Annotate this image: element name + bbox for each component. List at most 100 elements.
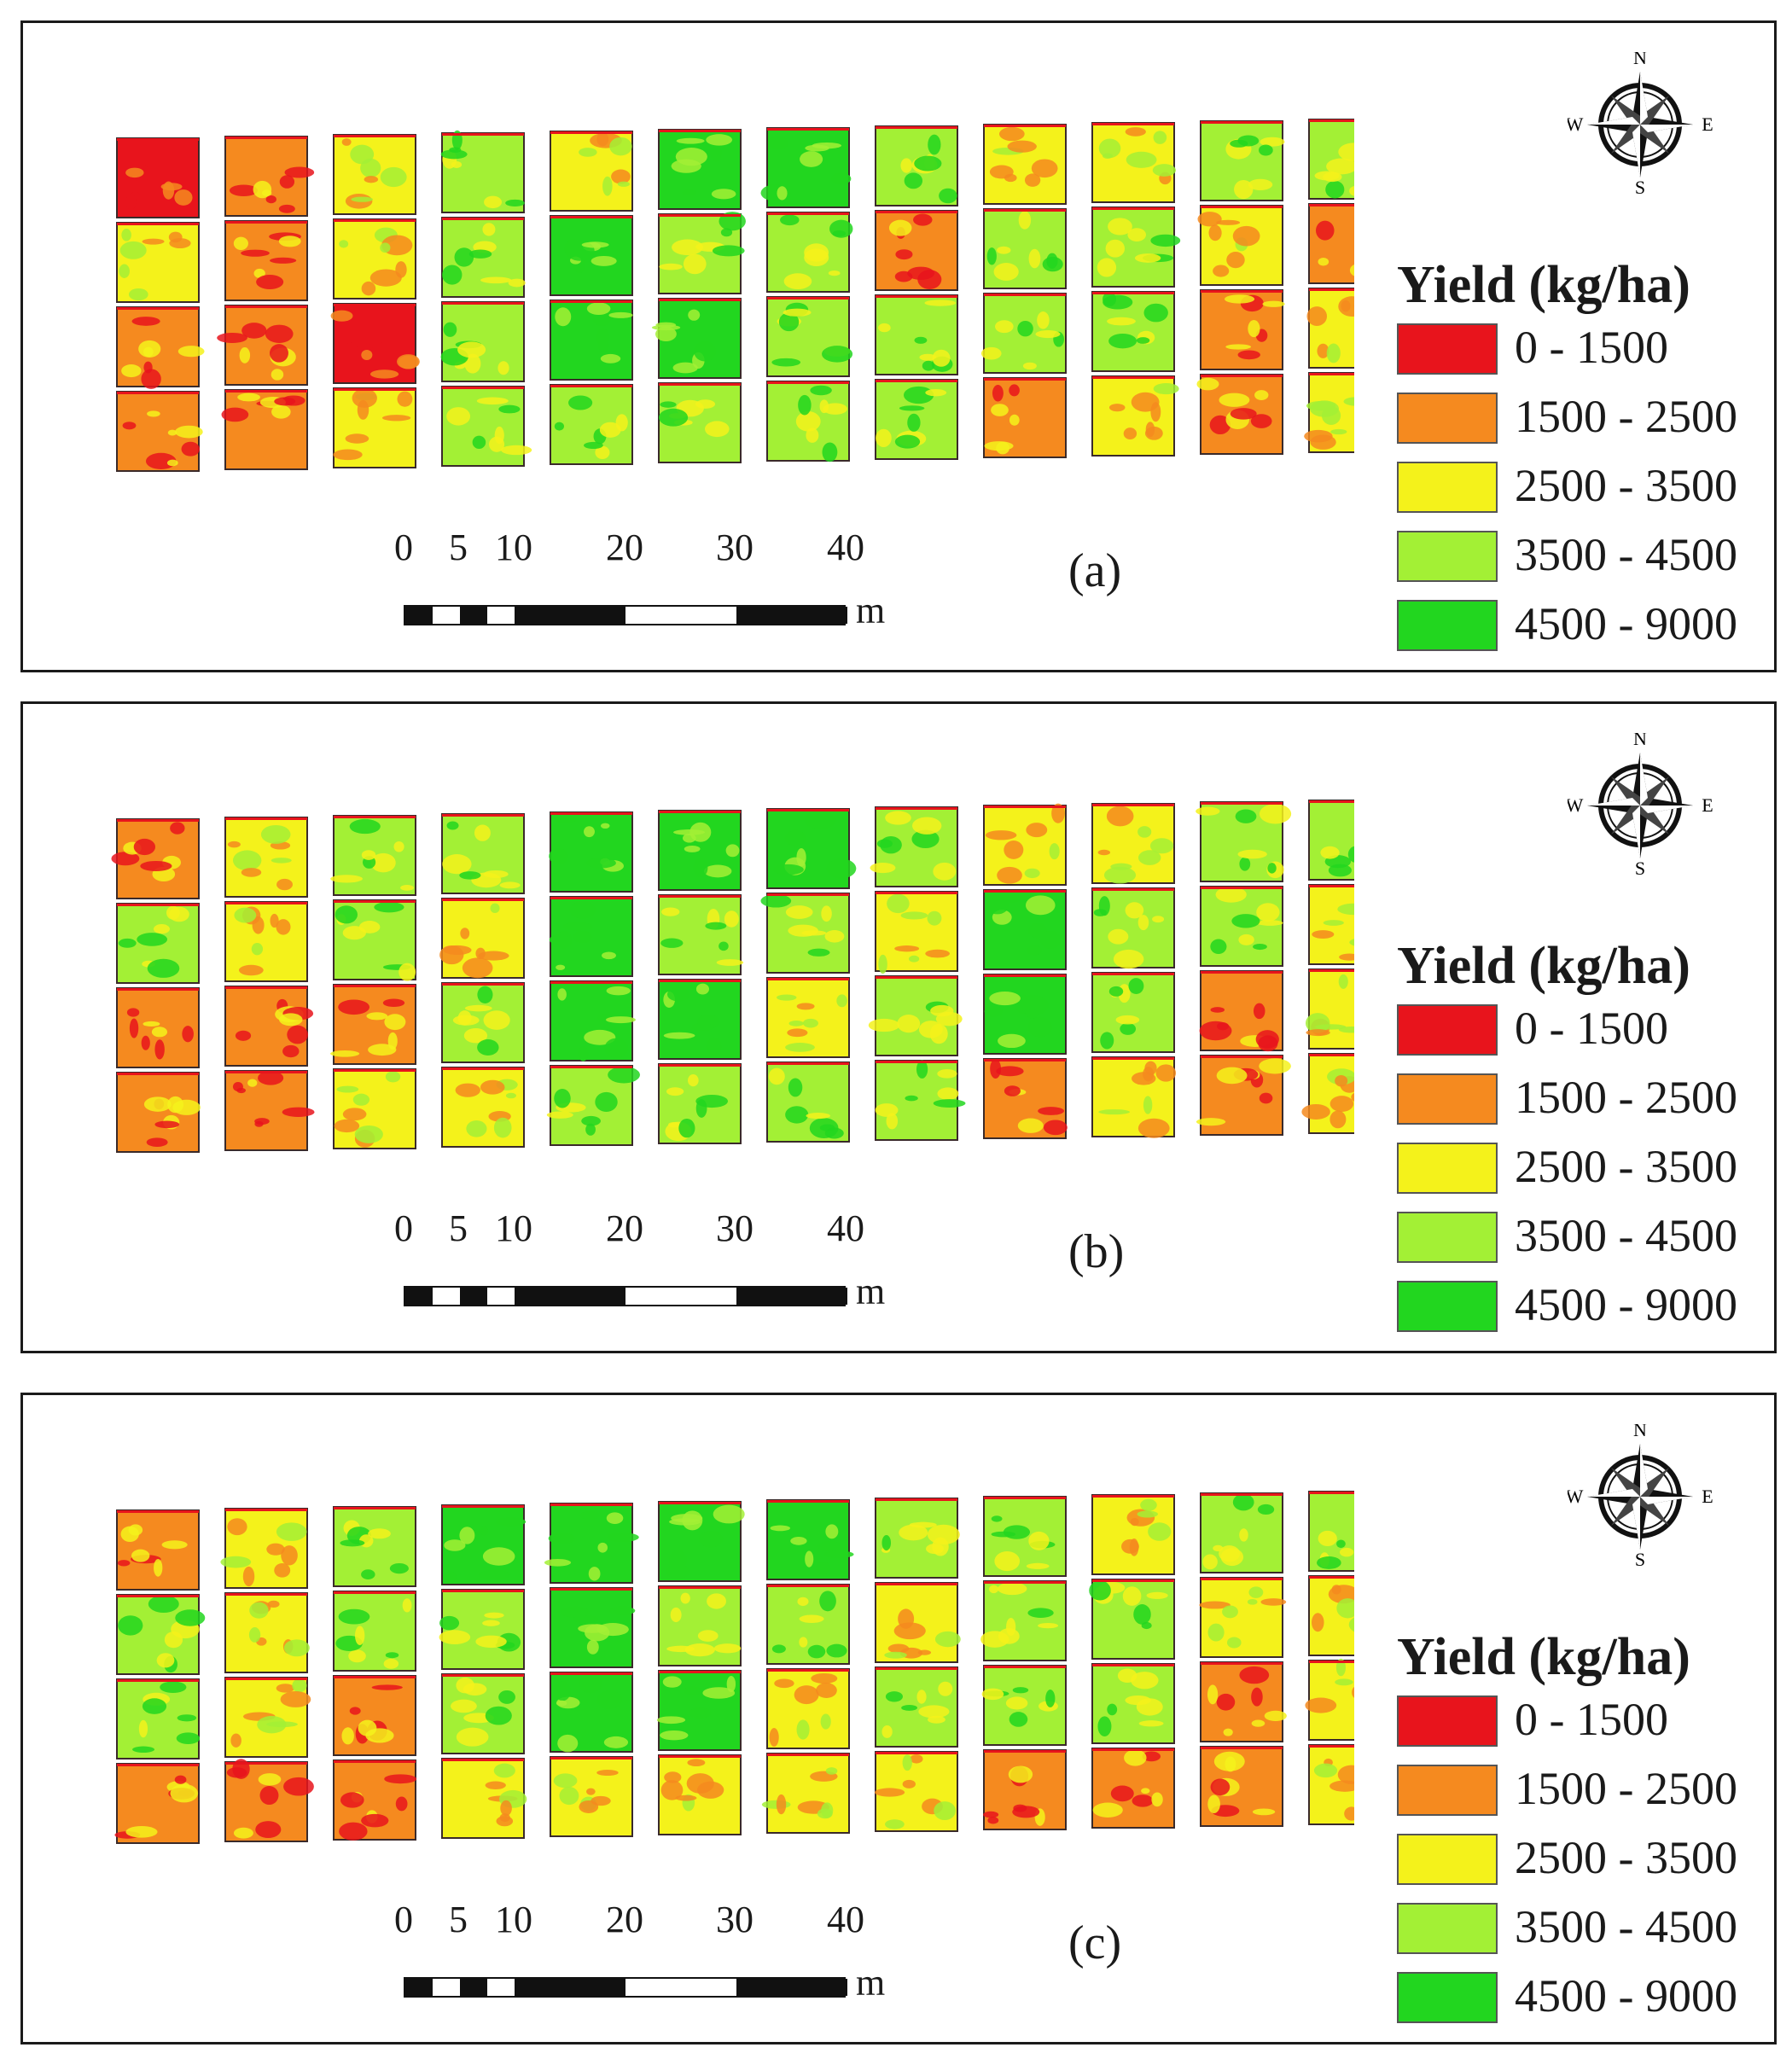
- compass-label: W: [1568, 794, 1584, 816]
- plot-cell: [549, 896, 633, 977]
- compass-label: N: [1633, 52, 1647, 68]
- scale-bar-segment: [460, 1979, 487, 1996]
- plot-cell: [1304, 372, 1354, 453]
- scale-bar-segment: [487, 607, 515, 624]
- scale-tick-label: 20: [606, 1207, 643, 1249]
- scale-bar-segment: [625, 1979, 736, 1996]
- legend-item: 4500 - 9000: [1371, 1963, 1764, 2033]
- plot-cell: [224, 1592, 310, 1673]
- legend-label: 2500 - 3500: [1515, 1141, 1737, 1192]
- plot-cell: [546, 1065, 640, 1146]
- plot-cell: [658, 810, 742, 891]
- plot-cell: [875, 125, 958, 206]
- plot-cell: [1308, 119, 1354, 200]
- plot-cell: [550, 300, 633, 381]
- north-arrow-compass-icon: N S E W: [1568, 52, 1713, 197]
- plot-cell: [980, 1580, 1067, 1661]
- plot-cell: [221, 389, 308, 470]
- scale-unit: m: [856, 1962, 886, 2004]
- plot-cell: [441, 982, 525, 1063]
- plot-cell: [333, 1591, 416, 1672]
- legend-label: 1500 - 2500: [1515, 1763, 1737, 1814]
- legend-item: 4500 - 9000: [1371, 591, 1764, 660]
- plot-cell: [1306, 288, 1354, 369]
- legend-item: 0 - 1500: [1371, 315, 1764, 384]
- plot-cell: [330, 303, 420, 384]
- scale-bar-segment: [736, 1288, 847, 1305]
- plot-cell: [875, 210, 958, 291]
- plot-cell: [1091, 206, 1181, 288]
- scale-bar-segment: [736, 1979, 847, 1996]
- plot-cell: [1091, 291, 1175, 372]
- legend-item: 3500 - 4500: [1371, 522, 1764, 591]
- scale-tick-label: 0: [394, 1899, 413, 1940]
- panel-label: (a): [1068, 544, 1122, 597]
- compass-label: S: [1635, 177, 1645, 197]
- legend-item: 4500 - 9000: [1371, 1272, 1764, 1341]
- plot-cell: [1200, 120, 1285, 201]
- plot-cell: [983, 1496, 1067, 1577]
- plot-cell: [116, 391, 203, 472]
- scale-tick-label: 30: [716, 526, 753, 568]
- scale-bar: 0 5 10 20 30 40 m: [381, 1207, 911, 1312]
- plot-cell: [766, 1584, 850, 1665]
- scale-bar-segment: [736, 607, 847, 624]
- legend-label: 3500 - 4500: [1515, 1901, 1737, 1952]
- plot-cell: [439, 898, 525, 979]
- legend-label: 2500 - 3500: [1515, 1832, 1737, 1883]
- plot-cell: [658, 382, 742, 463]
- plot-cell: [766, 1499, 854, 1580]
- plot-cell: [868, 975, 963, 1056]
- plot-cell: [441, 386, 532, 467]
- plot-cell: [983, 974, 1067, 1055]
- scale-tick-label: 30: [716, 1899, 753, 1940]
- plot-cell: [550, 980, 636, 1061]
- scale-tick-label: 30: [716, 1207, 753, 1249]
- plot-cell: [441, 1673, 525, 1754]
- plot-cell: [983, 208, 1067, 289]
- scale-tick-label: 40: [827, 1899, 864, 1940]
- plot-cell: [1305, 1658, 1354, 1741]
- scale-bar-segment: [433, 1288, 460, 1305]
- compass-label: E: [1702, 1486, 1713, 1507]
- plot-cell: [224, 817, 308, 898]
- scale-bar-segment: [625, 607, 736, 624]
- legend: Yield (kg/ha) 0 - 1500 1500 - 2500 2500 - …: [1371, 936, 1764, 1341]
- plot-cell: [874, 1751, 958, 1832]
- panel-label: (b): [1068, 1225, 1125, 1278]
- plot-cell: [116, 987, 200, 1068]
- plot-cell: [766, 1061, 850, 1143]
- plot-cell: [1308, 1575, 1354, 1656]
- legend-label: 2500 - 3500: [1515, 460, 1737, 511]
- scale-tick-label: 20: [606, 526, 643, 568]
- panel-label: (c): [1068, 1916, 1122, 1969]
- legend-label: 0 - 1500: [1515, 1694, 1668, 1745]
- compass-label: W: [1568, 113, 1584, 135]
- plot-cell: [983, 1058, 1068, 1139]
- legend-item: 0 - 1500: [1371, 1687, 1764, 1756]
- plot-cell: [766, 296, 853, 377]
- plot-cell: [760, 127, 852, 208]
- plot-grid: [114, 1491, 1354, 1844]
- plot-cell: [875, 891, 958, 974]
- plot-cell: [1308, 884, 1354, 965]
- legend-swatch: [1397, 393, 1498, 444]
- plot-cell: [1196, 801, 1292, 882]
- scale-bar: 0 5 10 20 30 40 m: [381, 526, 911, 631]
- plot-cell: [550, 1756, 633, 1837]
- legend-swatch: [1397, 1972, 1498, 2023]
- plot-cell: [1196, 1055, 1291, 1136]
- plot-cell: [116, 137, 200, 218]
- compass-label: S: [1635, 1549, 1645, 1569]
- plot-cell: [875, 379, 958, 460]
- plot-cell: [1308, 800, 1354, 881]
- plot-cell: [114, 1763, 200, 1844]
- plot-cell: [550, 131, 633, 212]
- plot-cell: [220, 1508, 308, 1589]
- plot-cell: [875, 1498, 960, 1579]
- plot-cell: [1305, 968, 1354, 1050]
- plot-cell: [760, 893, 850, 974]
- scale-bar-segment: [515, 1288, 625, 1305]
- plot-cell: [441, 217, 526, 298]
- legend-swatch: [1397, 1212, 1498, 1263]
